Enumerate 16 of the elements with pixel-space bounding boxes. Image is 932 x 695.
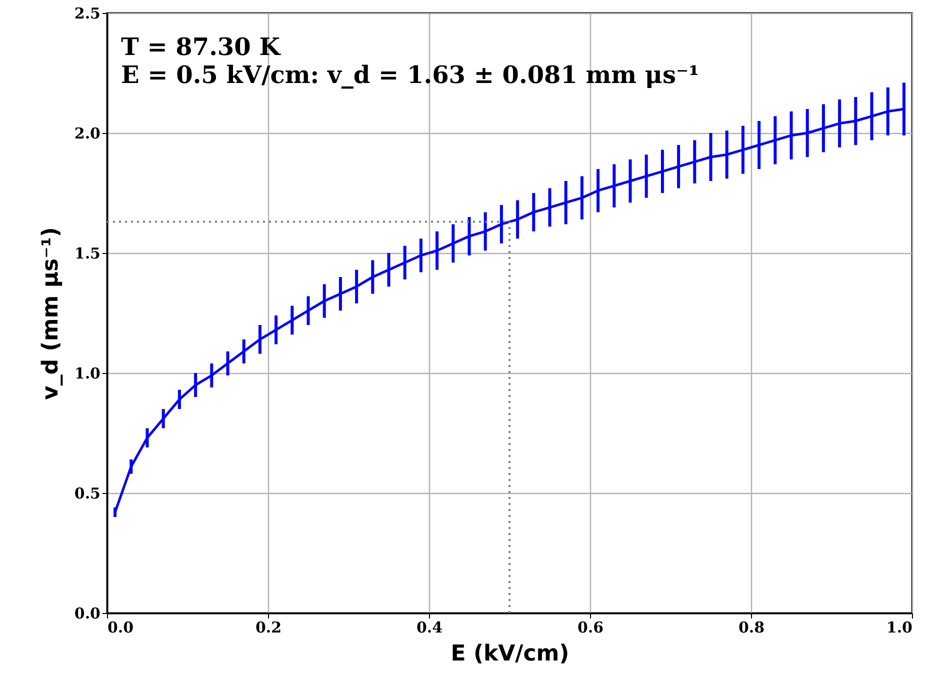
x-tick-label: 0.8 <box>738 618 765 636</box>
y-tick-label: 2.5 <box>74 4 100 22</box>
x-tick-label: 0.4 <box>416 618 443 636</box>
annotation: T = 87.30 K <box>121 32 282 61</box>
x-tick-label: 1.0 <box>886 618 912 636</box>
y-tick-label: 0.0 <box>74 604 100 622</box>
annotation: E = 0.5 kV/cm: v_d = 1.63 ± 0.081 mm μs⁻¹ <box>121 60 700 89</box>
x-axis-title: E (kV/cm) <box>450 642 570 666</box>
y-tick-label: 1.0 <box>74 364 100 382</box>
x-tick-label: 0.0 <box>108 618 134 636</box>
x-tick-label: 0.2 <box>255 618 282 636</box>
y-tick-label: 1.5 <box>74 244 100 262</box>
y-axis-title: v_d (mm μs⁻¹) <box>38 227 64 400</box>
x-tick-label: 0.6 <box>577 618 604 636</box>
y-tick-label: 2.0 <box>74 124 100 142</box>
y-tick-label: 0.5 <box>74 484 100 502</box>
